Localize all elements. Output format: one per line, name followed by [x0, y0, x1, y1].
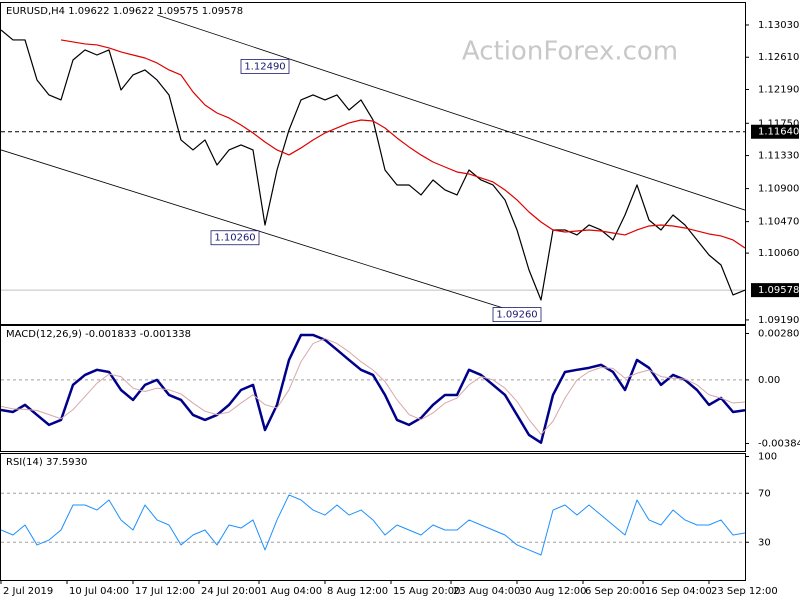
panel-title: EURUSD,H4 1.09622 1.09622 1.09575 1.0957… — [6, 6, 243, 17]
annotation-label: 1.12490 — [244, 61, 285, 72]
x-tick-label: 23 Aug 04:00 — [453, 586, 520, 597]
x-tick-label: 17 Jul 12:00 — [135, 586, 195, 597]
x-tick-label: 6 Sep 20:00 — [585, 586, 645, 597]
y-tick-label: 30 — [758, 537, 771, 548]
plot-area: ActionForex.com — [1, 14, 745, 321]
x-tick-label: 23 Sep 12:00 — [711, 586, 778, 597]
trendline — [156, 14, 745, 211]
x-tick-label: 16 Sep 04:00 — [645, 586, 712, 597]
price-label-box — [751, 283, 799, 298]
x-tick-label: 10 Jul 04:00 — [69, 586, 129, 597]
plot-area — [1, 333, 745, 444]
panel-frame — [0, 325, 746, 452]
x-tick-label: 8 Aug 12:00 — [327, 586, 388, 597]
x-tick-label: 2 Jul 2019 — [3, 586, 53, 597]
annotation-box — [240, 59, 290, 74]
trendline — [1, 149, 542, 321]
y-tick-label: 1.13030 — [758, 20, 799, 31]
price-label: 1.09578 — [758, 285, 799, 296]
y-tick-label: 70 — [758, 488, 771, 499]
price-label: 1.11640 — [758, 127, 799, 138]
annotation-label: 1.10260 — [214, 233, 255, 244]
watermark: ActionForex.com — [462, 37, 678, 67]
panel-frame — [0, 453, 746, 581]
panel-title: RSI(14) 37.5930 — [6, 457, 87, 468]
y-tick-label: 0.00 — [758, 375, 780, 386]
series-line — [1, 333, 745, 444]
y-tick-label: 1.10900 — [758, 184, 799, 195]
y-tick-label: 1.12190 — [758, 84, 799, 95]
y-tick-label: 1.09190 — [758, 315, 799, 326]
plot-area — [1, 492, 745, 556]
y-tick-label: -0.003848 — [758, 439, 800, 450]
y-tick-label: 0.002808 — [758, 328, 800, 339]
annotation-box — [492, 307, 542, 322]
panel-frame — [0, 2, 746, 325]
y-tick-label: 1.10470 — [758, 217, 799, 228]
annotation-box — [210, 230, 260, 246]
series-line — [60, 39, 745, 249]
x-tick-label: 24 Jul 20:00 — [201, 586, 261, 597]
panel-title: MACD(12,26,9) -0.001833 -0.001338 — [6, 329, 191, 340]
x-tick-label: 1 Aug 04:00 — [261, 586, 322, 597]
series-line — [1, 338, 745, 435]
series-line — [1, 29, 745, 301]
price-label-box — [751, 124, 799, 139]
y-tick-label: 1.11750 — [758, 118, 799, 129]
annotation-label: 1.09260 — [496, 310, 537, 321]
y-tick-label: 1.10060 — [758, 248, 799, 259]
series-line — [1, 494, 745, 556]
x-tick-label: 15 Aug 20:00 — [393, 586, 460, 597]
y-tick-label: 1.12610 — [758, 52, 799, 63]
y-tick-label: 100 — [758, 452, 777, 463]
y-tick-label: 1.11330 — [758, 151, 799, 162]
x-tick-label: 30 Aug 12:00 — [519, 586, 586, 597]
